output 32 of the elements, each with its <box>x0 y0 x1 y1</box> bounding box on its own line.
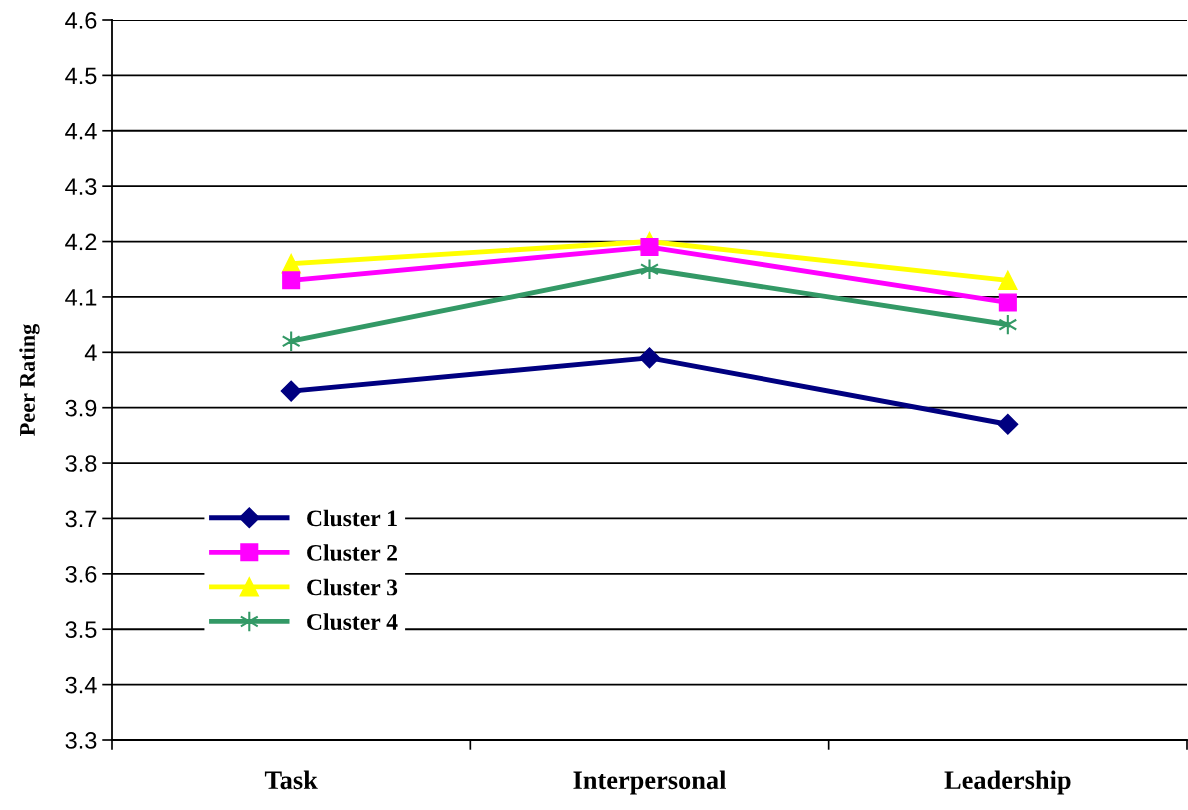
x-tick-label: Leadership <box>944 770 1071 795</box>
y-tick-label: 4 <box>84 344 97 361</box>
legend-label: Cluster 3 <box>307 578 398 596</box>
y-tick-label: 4.5 <box>65 67 97 85</box>
y-tick-label: 3.4 <box>65 676 97 694</box>
y-tick-label: 3.6 <box>65 565 97 583</box>
y-tick-label: 4.3 <box>65 178 97 195</box>
y-tick-label: 3.9 <box>65 399 97 417</box>
y-tick-label: 3.8 <box>65 455 97 472</box>
legend-label: Cluster 2 <box>307 544 397 561</box>
point <box>640 258 659 280</box>
x-tick-label: Interpersonal <box>573 770 727 795</box>
y-tick-label: 4.6 <box>65 12 97 29</box>
y-tick-label: 3.5 <box>65 621 97 639</box>
point <box>280 380 302 402</box>
point <box>998 270 1018 291</box>
legend-label: Cluster 1 <box>307 509 397 527</box>
point <box>997 413 1019 435</box>
y-tick-label: 3.7 <box>65 510 97 528</box>
point <box>282 271 301 290</box>
y-tick-label: 4.1 <box>65 289 97 306</box>
point <box>998 293 1017 312</box>
x-tick-label: Task <box>264 770 318 790</box>
point <box>640 238 659 257</box>
legend-label: Cluster 4 <box>307 613 398 630</box>
point <box>998 313 1018 336</box>
point <box>281 330 301 352</box>
y-tick-label: 4.2 <box>65 233 97 251</box>
y-axis-title: Peer Rating <box>19 323 40 436</box>
point <box>638 347 661 369</box>
y-tick-label: 4.4 <box>65 123 97 140</box>
y-tick-label: 3.3 <box>65 732 97 749</box>
